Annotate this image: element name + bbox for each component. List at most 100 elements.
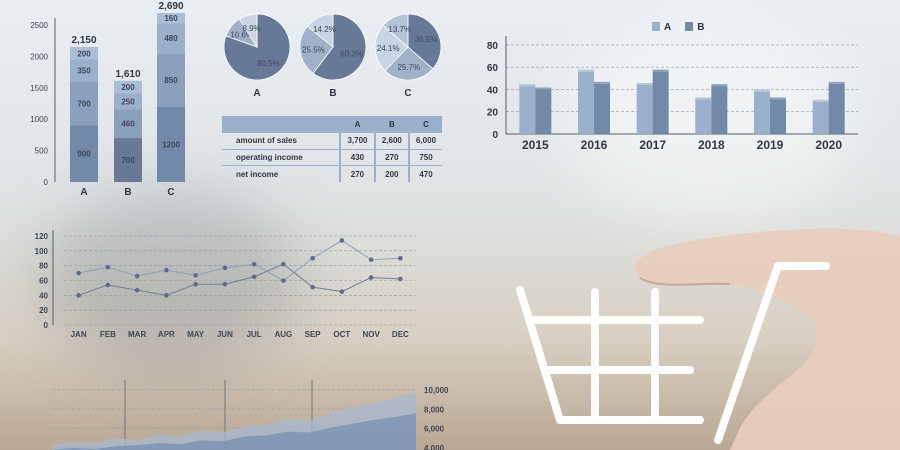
x-tick-label: AUG xyxy=(274,330,292,339)
bar xyxy=(711,86,728,134)
bar-top xyxy=(812,99,829,102)
y-tick-label: 2500 xyxy=(30,21,48,30)
bar xyxy=(812,101,829,134)
bar xyxy=(636,85,653,134)
bar-top xyxy=(578,69,594,72)
y-tick-label: 4,000 xyxy=(424,444,445,450)
area-series xyxy=(52,413,416,450)
x-tick-label: 2016 xyxy=(581,138,608,152)
y-tick-label: 80 xyxy=(39,262,48,271)
data-point xyxy=(222,265,228,271)
pie-slice xyxy=(306,13,334,48)
pie-label: A xyxy=(253,88,260,99)
data-point xyxy=(222,281,228,287)
data-point xyxy=(310,255,315,261)
segment-label: 700 xyxy=(121,156,135,165)
data-point xyxy=(339,289,345,294)
table-row: net income 270 200 470 xyxy=(222,165,442,182)
data-point xyxy=(164,267,169,273)
bar xyxy=(754,91,770,134)
data-point xyxy=(76,270,81,276)
grouped-chart-legend: A B xyxy=(652,22,704,33)
bar-top xyxy=(535,87,552,90)
legend-item: B xyxy=(685,22,704,33)
x-tick-label: A xyxy=(80,187,87,198)
pie-slice xyxy=(312,13,367,81)
table-row: operating income 430 270 750 xyxy=(222,148,442,166)
x-tick-label: NOV xyxy=(362,330,380,339)
row-label: net income xyxy=(222,165,341,182)
y-tick-label: 1000 xyxy=(30,115,48,124)
row-label: operating income xyxy=(222,148,341,166)
data-point xyxy=(398,276,403,282)
x-tick-label: MAY xyxy=(187,330,205,339)
bar-segment xyxy=(157,53,185,107)
bar-segment xyxy=(114,138,142,182)
table-cell: 270 xyxy=(339,165,375,182)
column-header xyxy=(222,116,341,133)
bar-top xyxy=(711,84,728,87)
legend-label: A xyxy=(664,22,672,33)
data-point xyxy=(368,257,374,263)
x-tick-label: C xyxy=(167,187,174,198)
y-tick-label: 0 xyxy=(44,321,49,330)
table-cell: 2,600 xyxy=(373,132,410,150)
y-tick-label: 80 xyxy=(487,41,499,52)
pie-slice xyxy=(238,13,258,49)
segment-label: 200 xyxy=(121,83,135,92)
data-point xyxy=(368,275,374,280)
y-tick-label: 40 xyxy=(39,291,48,300)
slice-label: 60.3% xyxy=(340,49,363,58)
bar-segment xyxy=(157,13,185,24)
x-tick-label: OCT xyxy=(333,330,350,339)
bar-segment xyxy=(70,125,98,182)
column-header: B xyxy=(373,116,410,133)
pie-slice xyxy=(374,24,409,72)
x-tick-label: FEB xyxy=(100,330,116,339)
y-tick-label: 20 xyxy=(487,108,499,119)
data-point xyxy=(281,261,286,267)
slice-label: 10.6% xyxy=(230,31,253,40)
table-cell: 200 xyxy=(373,165,410,182)
bar-top xyxy=(754,89,770,92)
x-tick-label: JUL xyxy=(247,330,262,339)
y-tick-label: 40 xyxy=(487,85,499,96)
legend-item: A xyxy=(652,22,671,33)
slice-label: 80.5% xyxy=(257,59,280,68)
legend-label: B xyxy=(697,22,705,33)
x-tick-label: 2015 xyxy=(522,138,549,152)
y-tick-label: 60 xyxy=(487,63,499,74)
y-tick-label: 60 xyxy=(39,277,48,286)
y-tick-label: 20 xyxy=(39,306,48,315)
bar xyxy=(828,83,845,134)
table-cell: 3,700 xyxy=(339,132,375,150)
data-table: A B C amount of sales 3,700 2,600 6,000 … xyxy=(222,116,442,182)
x-tick-label: 2017 xyxy=(639,138,666,152)
total-label: 2,150 xyxy=(71,35,96,46)
bar-top xyxy=(652,69,669,72)
table-cell: 6,000 xyxy=(408,132,442,150)
bar xyxy=(695,99,712,134)
slice-label: 14.2% xyxy=(313,25,336,34)
segment-label: 460 xyxy=(121,120,135,129)
bar xyxy=(535,89,552,134)
x-tick-label: APR xyxy=(158,330,175,339)
table-cell: 750 xyxy=(408,148,442,166)
data-point xyxy=(134,287,140,293)
bar-top xyxy=(828,81,845,84)
table-cell: 270 xyxy=(373,148,410,166)
slice-label: 36.5% xyxy=(415,35,438,44)
data-point xyxy=(164,293,169,298)
slice-label: 8.9% xyxy=(242,24,260,33)
data-point xyxy=(76,293,81,298)
y-tick-label: 0 xyxy=(492,130,498,141)
slice-label: 13.7% xyxy=(388,25,411,34)
series-line xyxy=(78,239,401,282)
bar-segment xyxy=(70,59,98,82)
bar-segment xyxy=(70,81,98,126)
y-tick-label: 1500 xyxy=(30,84,48,93)
